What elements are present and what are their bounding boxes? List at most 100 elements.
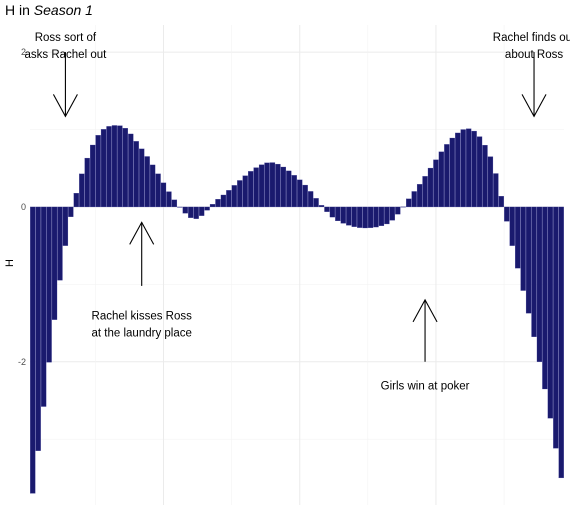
bar [482,145,488,208]
bar [144,156,150,208]
bar [122,128,128,208]
annotation-label: Girls win at poker [381,380,470,392]
bar [444,144,450,208]
bar [302,184,308,208]
grid [30,25,564,505]
bar [340,206,346,224]
bar [449,137,455,208]
bar [329,206,336,218]
bar [160,182,167,208]
bar [455,132,461,208]
bar [318,205,325,208]
bar [498,196,504,208]
bar [30,206,36,494]
bar [220,194,227,208]
bar [73,193,79,208]
bar [106,126,112,208]
bar [95,135,101,208]
bar [117,125,123,208]
bar [466,128,472,208]
y-tick-labels: -2 0 2 [18,47,26,367]
bar [422,176,428,208]
annotation-label: at the laundry place [92,328,192,340]
bar [139,148,145,208]
bar [416,184,423,208]
bar [286,170,292,208]
bar [384,206,390,225]
bar [149,164,156,208]
bar [471,130,477,208]
bar [171,199,178,208]
bar [536,206,543,362]
annotation-arrowhead [52,94,78,118]
bar [46,206,52,363]
chart-title-season: Season 1 [34,2,93,18]
bar [389,206,395,221]
bar [547,206,554,419]
bar [177,206,183,208]
bar [476,136,483,208]
bar [209,204,216,208]
bar [231,185,237,208]
bar [324,206,330,212]
bar [367,206,374,228]
bar [258,164,265,208]
bar [166,191,172,208]
bar [542,206,548,390]
bar [351,206,357,227]
bar [520,206,526,291]
bar [406,198,412,208]
bar [307,191,314,208]
bar [264,162,270,208]
annotation-label: Ross sort of [35,32,97,44]
bar [509,206,515,246]
bar [515,206,521,269]
annotation-label: Rachel finds out [493,32,570,44]
bar [378,206,385,226]
chart-title-prefix: H in [5,2,34,18]
bar [57,206,63,281]
bar [504,206,510,222]
bar [62,206,69,246]
bar [237,180,243,208]
bar [193,206,199,219]
bar [427,167,434,208]
y-axis-label: H [4,259,16,267]
bar [68,206,74,217]
y-tick-label: -2 [18,357,26,367]
bar [269,162,276,208]
annotation-arrowhead [129,221,155,245]
bar [460,129,466,208]
annotation-label: Rachel kisses Ross [92,311,193,323]
bar [525,206,532,314]
bar [487,156,494,208]
bar [400,206,406,208]
bar [35,206,41,451]
bar [182,206,188,214]
bar [395,206,401,215]
bar [553,206,559,449]
bar [297,179,303,208]
bar [493,173,499,208]
bar [199,206,205,216]
bar [558,206,564,479]
bar [84,157,90,208]
bar [90,144,96,208]
bar [280,166,287,208]
bar [275,163,281,208]
bar [133,141,139,208]
bar [40,206,47,407]
bar [531,206,537,337]
bar [373,206,379,228]
bar [155,173,161,208]
bar [51,206,58,320]
bar [111,125,118,208]
bar [248,171,254,208]
bar [253,167,259,208]
annotation-arrowhead [412,298,438,323]
bar [291,175,297,208]
bar [411,191,417,208]
bar [433,159,439,208]
bar [242,175,248,208]
